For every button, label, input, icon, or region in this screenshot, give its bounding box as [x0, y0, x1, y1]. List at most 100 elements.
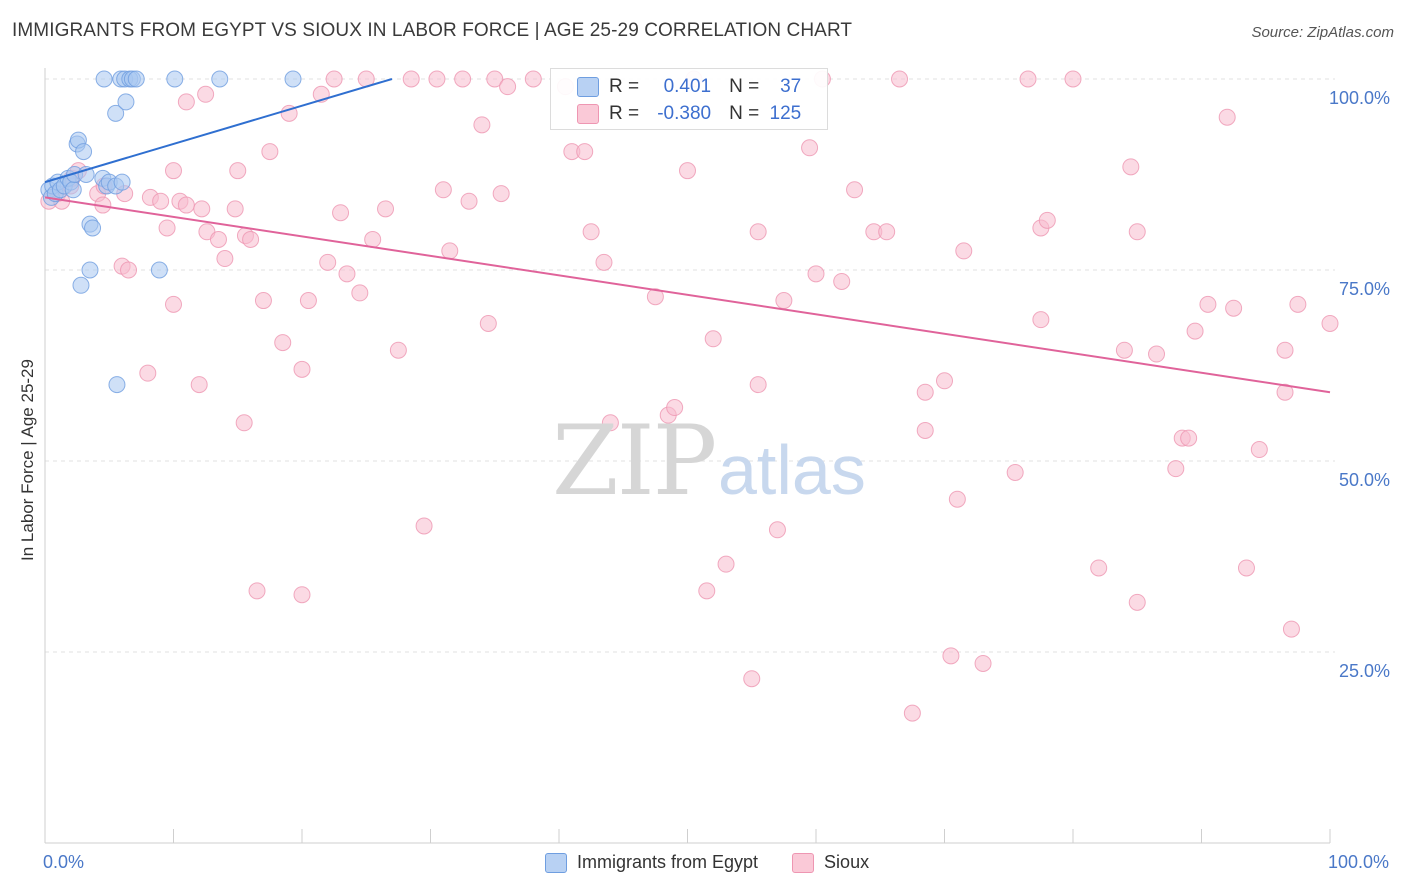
sioux-point: [1180, 429, 1198, 447]
egypt-n-value: 37: [780, 76, 802, 97]
sioux-point: [942, 647, 960, 665]
axes: [44, 68, 1331, 844]
sioux-point: [254, 292, 272, 310]
sioux-point: [801, 139, 819, 157]
sioux-point: [768, 521, 786, 539]
sioux-point: [479, 314, 497, 332]
egypt-point: [81, 261, 99, 279]
egypt-point: [107, 104, 125, 122]
sioux-point: [1090, 559, 1108, 577]
sioux-n-label: N =: [729, 103, 760, 124]
sioux-point: [903, 704, 921, 722]
sioux-point: [248, 582, 266, 600]
sioux-point: [1006, 463, 1024, 481]
sioux-point: [1038, 211, 1056, 229]
sioux-point: [916, 383, 934, 401]
y-tick-label-50: 50.0%: [1338, 470, 1390, 490]
egypt-point: [64, 181, 82, 199]
egypt-point: [284, 70, 302, 88]
trend-lines: [44, 78, 1331, 394]
y-axis-title: In Labor Force | Age 25-29: [18, 359, 37, 561]
sioux-point: [1032, 311, 1050, 329]
sioux-point: [235, 414, 253, 432]
sioux-point: [460, 192, 478, 210]
sioux-point: [749, 223, 767, 241]
sioux-point: [364, 230, 382, 248]
egypt-trend-line: [44, 78, 393, 184]
egypt-n-label: N =: [729, 76, 760, 97]
y-tick-label-25: 25.0%: [1338, 661, 1390, 681]
legend-row-egypt: R = 0.401 N = 37: [577, 76, 801, 98]
sioux-point: [197, 85, 215, 103]
sioux-point: [319, 253, 337, 271]
sioux-point: [402, 70, 420, 88]
sioux-point: [325, 70, 343, 88]
sioux-point: [165, 295, 182, 313]
sioux-point: [646, 288, 664, 306]
sioux-point: [1128, 593, 1146, 611]
sioux-point: [1321, 314, 1339, 332]
sioux-point: [226, 200, 244, 218]
sioux-point: [274, 334, 292, 352]
egypt-point: [108, 376, 126, 394]
sioux-point: [1237, 559, 1255, 577]
sioux-point: [293, 586, 311, 604]
sioux-point: [441, 242, 459, 260]
sioux-point: [216, 250, 234, 268]
sioux-point: [377, 200, 395, 218]
egypt-legend-label: Immigrants from Egypt: [577, 852, 759, 872]
legend-row-sioux: R = -0.380 N = 125: [577, 103, 801, 125]
sioux-point: [846, 181, 864, 199]
sioux-legend-label: Sioux: [824, 852, 870, 872]
sioux-point: [1225, 299, 1243, 317]
egypt-point: [150, 261, 168, 279]
sioux-point: [293, 360, 311, 378]
sioux-point: [499, 78, 517, 96]
egypt-point: [117, 93, 135, 111]
sioux-point: [1019, 70, 1037, 88]
sioux-point: [193, 200, 211, 218]
sioux-point: [389, 341, 407, 359]
watermark-atlas: atlas: [718, 431, 866, 509]
sioux-point: [190, 376, 208, 394]
sioux-point: [698, 582, 716, 600]
egypt-point: [211, 70, 229, 88]
sioux-point: [878, 223, 896, 241]
egypt-point: [166, 70, 184, 88]
source-label: Source: ZipAtlas.com: [1251, 24, 1394, 41]
x-tick-label-0: 0.0%: [43, 852, 85, 872]
sioux-point: [177, 196, 195, 214]
sioux-point: [1148, 345, 1166, 363]
sioux-point: [576, 143, 594, 161]
sioux-point: [492, 185, 510, 203]
sioux-point: [595, 253, 613, 271]
egypt-r-value: 0.401: [663, 76, 712, 97]
watermark-zip: ZIP: [552, 405, 717, 517]
egypt-legend-swatch: [545, 852, 567, 873]
sioux-point: [704, 330, 722, 348]
sioux-point: [139, 364, 157, 382]
sioux-point: [152, 192, 170, 210]
sioux-point: [351, 284, 369, 302]
sioux-point: [428, 70, 446, 88]
sioux-point: [717, 555, 735, 573]
sioux-point: [338, 265, 356, 283]
sioux-point: [229, 162, 247, 180]
sioux-point: [261, 143, 279, 161]
egypt-point: [72, 276, 90, 294]
sioux-point: [666, 399, 684, 417]
egypt-point: [113, 173, 131, 191]
sioux-point: [775, 292, 793, 310]
sioux-point: [299, 292, 317, 310]
sioux-point: [454, 70, 472, 88]
sioux-point: [916, 421, 934, 439]
egypt-point: [75, 143, 93, 161]
sioux-point: [1250, 441, 1268, 459]
sioux-point: [891, 70, 909, 88]
sioux-point: [1276, 341, 1294, 359]
sioux-point: [165, 162, 182, 180]
sioux-point: [242, 230, 260, 248]
sioux-point: [524, 70, 542, 88]
sioux-r-label: R =: [609, 103, 640, 124]
